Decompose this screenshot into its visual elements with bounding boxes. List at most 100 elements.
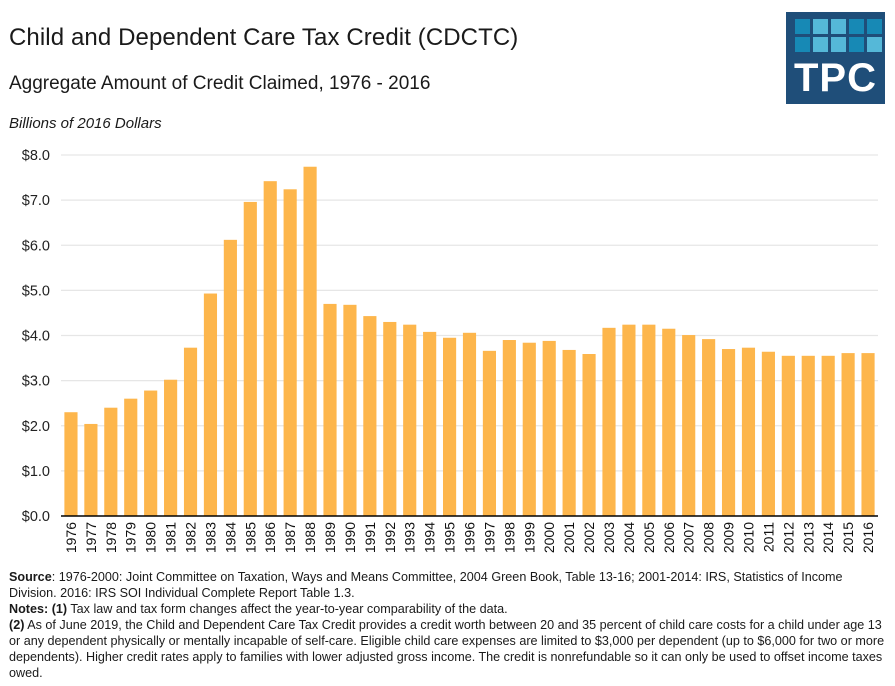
x-tick-label: 1987	[282, 522, 298, 553]
bar	[323, 303, 337, 516]
bar	[164, 379, 178, 516]
y-tick-label: $4.0	[22, 329, 50, 345]
x-tick-label: 1979	[123, 522, 139, 553]
bar	[343, 304, 357, 516]
y-axis-units-label: Billions of 2016 Dollars	[9, 115, 162, 132]
x-tick-label: 1985	[242, 522, 258, 553]
logo-tile	[795, 37, 810, 52]
bar	[861, 353, 875, 516]
x-tick-label: 2002	[581, 522, 597, 553]
y-tick-label: $8.0	[22, 148, 50, 164]
x-tick-label: 1991	[362, 522, 378, 553]
x-tick-label: 1992	[382, 522, 398, 553]
bar	[243, 201, 257, 516]
x-tick-label: 2009	[721, 522, 737, 553]
source-note: Source: 1976-2000: Joint Committee on Ta…	[9, 569, 889, 601]
x-tick-label: 1999	[521, 522, 537, 553]
bar	[522, 342, 536, 516]
x-tick-label: 1982	[183, 522, 199, 553]
x-tick-label: 1980	[143, 522, 159, 553]
bar	[542, 340, 556, 516]
x-tick-label: 1977	[83, 522, 99, 553]
note-1-text: Tax law and tax form changes affect the …	[67, 602, 508, 616]
x-tick-label: 1993	[402, 522, 418, 553]
x-tick-label: 2008	[701, 522, 717, 553]
note-1: Notes: (1) Tax law and tax form changes …	[9, 601, 889, 617]
y-tick-label: $3.0	[22, 374, 50, 390]
bar	[283, 189, 297, 517]
logo-tile	[813, 19, 828, 34]
x-tick-label: 2012	[780, 522, 796, 553]
bar	[104, 407, 118, 516]
y-tick-label: $2.0	[22, 419, 50, 435]
x-tick-label: 1983	[202, 522, 218, 553]
logo-tile	[867, 19, 882, 34]
bar	[662, 328, 676, 516]
y-tick-label: $5.0	[22, 283, 50, 299]
y-tick-label: $6.0	[22, 238, 50, 254]
logo-tile	[813, 37, 828, 52]
logo-tile	[831, 37, 846, 52]
bar	[702, 339, 716, 516]
logo-tile	[831, 19, 846, 34]
bar	[741, 347, 756, 516]
x-tick-label: 2016	[860, 522, 876, 553]
x-tick-label: 2010	[740, 522, 756, 553]
x-tick-label: 2015	[840, 522, 856, 553]
bar	[442, 337, 457, 516]
bar	[602, 327, 616, 516]
x-tick-label: 1976	[63, 522, 79, 553]
x-tick-label: 1986	[262, 522, 278, 553]
x-tick-label: 1996	[462, 522, 478, 553]
bar	[502, 340, 516, 516]
note-2-label: (2)	[9, 618, 25, 632]
bar	[761, 351, 775, 516]
bar	[721, 349, 736, 516]
bar	[303, 166, 317, 517]
bar	[841, 353, 855, 516]
bar	[223, 239, 237, 516]
bar	[781, 355, 795, 516]
bars	[64, 166, 875, 517]
x-tick-label: 1978	[103, 522, 119, 553]
x-axis-ticks: 1976 1977 1978 1979 1980 1981 1982 1983 1984 1985…	[63, 522, 876, 553]
bar	[482, 350, 497, 516]
x-tick-label: 1990	[342, 522, 358, 553]
footer-notes: Source: 1976-2000: Joint Committee on Ta…	[9, 569, 889, 681]
x-tick-label: 1988	[302, 522, 318, 553]
bar	[124, 398, 138, 516]
x-tick-label: 1981	[163, 522, 179, 553]
bar	[383, 321, 397, 516]
bar	[821, 355, 835, 516]
source-text: : 1976-2000: Joint Committee on Taxation…	[9, 570, 843, 600]
x-tick-label: 1989	[322, 522, 338, 553]
tpc-logo: TPC	[786, 12, 885, 104]
bar	[263, 181, 277, 517]
x-tick-label: 1984	[222, 522, 238, 553]
bar	[84, 423, 98, 516]
notes-label: Notes:	[9, 602, 49, 616]
x-tick-label: 1995	[442, 522, 458, 553]
bar	[423, 331, 437, 516]
bar	[682, 335, 696, 516]
y-tick-label: $7.0	[22, 193, 50, 209]
x-tick-label: 2004	[621, 522, 637, 553]
note-2-text: As of June 2019, the Child and Dependent…	[9, 618, 885, 680]
note-1-label: (1)	[51, 602, 68, 616]
bar	[562, 349, 576, 516]
bar	[622, 324, 636, 516]
y-tick-label: $1.0	[22, 464, 50, 480]
x-tick-label: 2007	[681, 522, 697, 553]
x-tick-label: 2003	[601, 522, 617, 553]
x-tick-label: 2000	[541, 522, 557, 553]
logo-tile	[849, 37, 864, 52]
bar	[144, 390, 158, 516]
bar	[183, 347, 198, 516]
bar	[403, 324, 417, 516]
x-tick-label: 2014	[820, 522, 836, 553]
bar	[462, 332, 477, 516]
y-axis-ticks: $0.0 $1.0 $2.0 $3.0 $4.0 $5.0 $6.0 $7.0 $8.0	[22, 148, 50, 525]
logo-tile-grid-icon	[795, 19, 882, 52]
logo-tile	[849, 19, 864, 34]
bar-chart: $0.0 $1.0 $2.0 $3.0 $4.0 $5.0 $6.0 $7.0 $8.0 197…	[22, 148, 878, 553]
